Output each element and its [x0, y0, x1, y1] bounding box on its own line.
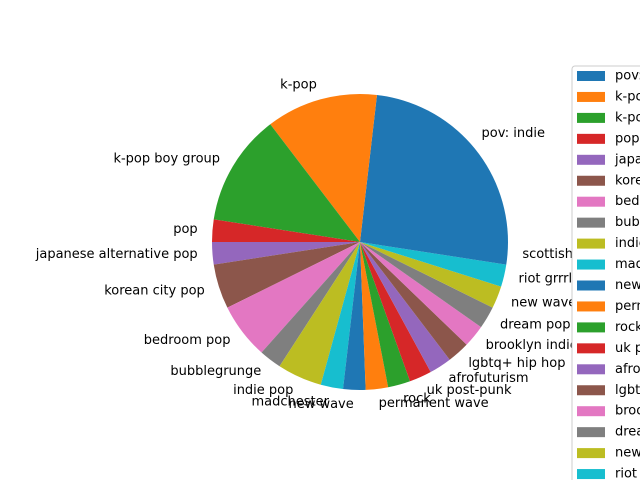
slice — [360, 242, 482, 345]
slice — [360, 242, 431, 382]
slice-label: k-pop — [280, 78, 317, 93]
slice-label: k-pop boy group — [113, 151, 220, 166]
legend-swatch — [577, 385, 605, 396]
legend-swatch — [577, 406, 605, 417]
legend-label: dream pop — [615, 425, 640, 440]
legend-swatch — [577, 301, 605, 312]
slice-label: korean city pop — [104, 284, 205, 299]
slice-label: riot grrrl — [519, 272, 573, 287]
legend-box — [571, 65, 640, 480]
slice-label: permanent wave — [379, 396, 489, 411]
legend-label: madchester — [615, 257, 640, 272]
legend-swatch — [577, 469, 605, 480]
legend-label: permanent wave — [615, 299, 640, 314]
legend-swatch — [577, 238, 605, 249]
legend-label: pop — [615, 131, 639, 146]
legend-label: pov: indie — [615, 69, 640, 84]
slice-label: pop — [173, 222, 197, 237]
slice-label: indie pop — [233, 383, 293, 398]
slice — [360, 242, 507, 287]
slice — [360, 242, 502, 308]
legend-label: uk post-punk — [615, 341, 640, 356]
slice — [360, 242, 493, 328]
legend-label: new wave pop — [615, 446, 640, 461]
legend-swatch — [577, 217, 605, 228]
legend-label: k-pop — [615, 89, 640, 104]
slice — [270, 94, 377, 242]
slice — [360, 242, 450, 373]
legend-swatch — [577, 322, 605, 333]
legend-swatch — [577, 154, 605, 165]
slice-label: bedroom pop — [144, 333, 231, 348]
slice-label: madchester — [252, 394, 330, 409]
slice — [212, 219, 360, 242]
legend-swatch — [577, 196, 605, 207]
legend-label: bubblegrunge — [615, 215, 640, 230]
legend-label: korean city pop — [615, 173, 640, 188]
legend-label: afrofuturism — [615, 362, 640, 377]
legend-label: rock — [615, 320, 640, 335]
legend-swatch — [577, 364, 605, 375]
legend-swatch — [577, 448, 605, 459]
slice — [343, 242, 366, 390]
legend-swatch — [577, 427, 605, 438]
slice-label: pov: indie — [482, 126, 545, 141]
slice — [261, 242, 360, 367]
slice — [360, 242, 467, 360]
slice — [213, 124, 360, 242]
legend-label: bedroom pop — [615, 194, 640, 209]
slice — [360, 94, 508, 242]
slice-label: japanese alternative pop — [35, 247, 198, 262]
slice — [212, 242, 360, 265]
legend-swatch — [577, 91, 605, 102]
legend-swatch — [577, 133, 605, 144]
slice-label: new wave — [288, 397, 353, 412]
slice — [360, 242, 508, 265]
legend-swatch — [577, 175, 605, 186]
slice — [360, 242, 411, 388]
slice-label: rock — [403, 391, 431, 406]
legend-label: new wave — [615, 278, 640, 293]
legend-label: k-pop boy group — [615, 110, 640, 125]
legend-label: riot grrrl — [615, 467, 640, 480]
legend-label: indie pop — [615, 236, 640, 251]
slice-label: afrofuturism — [448, 371, 528, 386]
legend-label: lgbtq+ hip hop — [615, 383, 640, 398]
slice-label: lgbtq+ hip hop — [468, 356, 565, 371]
legend-label: japanese alternative pop — [614, 152, 640, 167]
legend-label: brooklyn indie — [615, 404, 640, 419]
legend-swatch — [577, 112, 605, 123]
slice-label: brooklyn indie — [486, 338, 578, 353]
slice — [320, 242, 360, 390]
slice — [279, 242, 360, 385]
legend-swatch — [577, 343, 605, 354]
legend-swatch — [577, 71, 605, 81]
legend-swatch — [577, 280, 605, 291]
slice-label: uk post-punk — [427, 383, 512, 398]
slice-label: bubblegrunge — [170, 364, 261, 379]
legend-swatch — [577, 259, 605, 270]
slice — [360, 242, 389, 390]
slice — [227, 242, 360, 353]
slice — [213, 242, 360, 308]
slice-label: dream pop — [500, 318, 571, 333]
